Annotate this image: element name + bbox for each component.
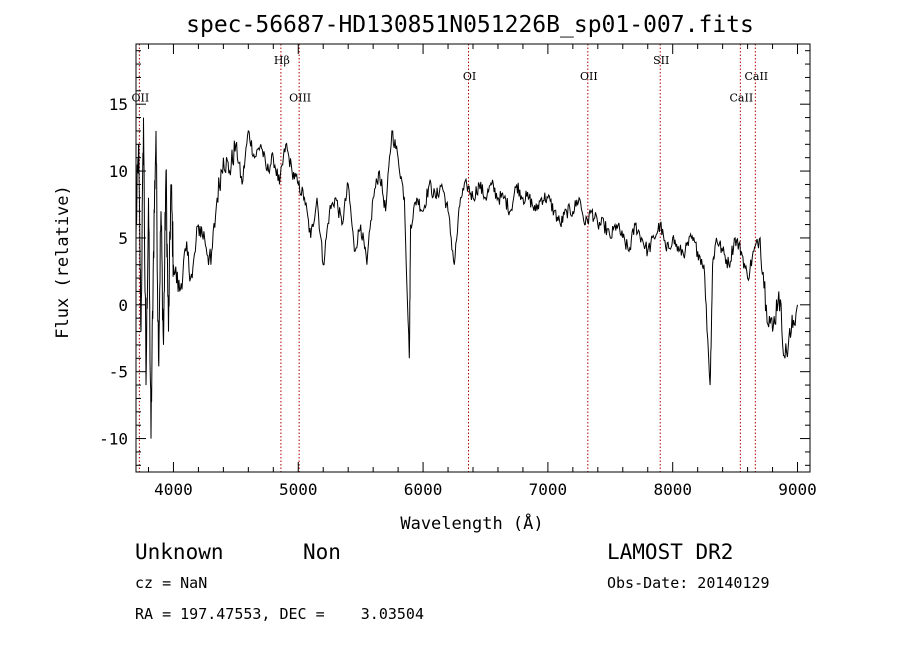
y-tick-label: 0 xyxy=(118,296,128,315)
spectrum-line xyxy=(135,117,798,439)
chart-title: spec-56687-HD130851N051226B_sp01-007.fit… xyxy=(186,12,754,38)
plot-frame xyxy=(135,43,811,473)
coordinates-label: RA = 197.47553, DEC = 3.03504 xyxy=(135,605,424,623)
x-tick-label: 8000 xyxy=(653,480,692,499)
marker-label: OI xyxy=(463,70,476,83)
y-tick-label: -5 xyxy=(109,363,128,382)
axis-ticks: 4000 5000 6000 7000 8000 9000 -10 -5 0 5 10 15 xyxy=(99,44,817,499)
y-tick-label: 15 xyxy=(109,95,128,114)
y-axis-label: Flux (relative) xyxy=(53,185,73,339)
x-tick-label: 7000 xyxy=(529,480,568,499)
marker-label: CaII xyxy=(744,70,768,83)
y-tick-label: -10 xyxy=(99,430,128,449)
marker-label: OII xyxy=(580,70,598,83)
x-tick-label: 9000 xyxy=(778,480,817,499)
x-tick-label: 5000 xyxy=(279,480,318,499)
x-tick-label: 4000 xyxy=(154,480,193,499)
x-axis-label: Wavelength (Å) xyxy=(400,512,543,534)
line-marker-labels: OII Hβ OIII OI OII SII CaII CaII xyxy=(132,54,769,104)
marker-label: OII xyxy=(132,92,150,105)
marker-label: CaII xyxy=(730,92,754,105)
x-tick-label: 6000 xyxy=(404,480,443,499)
subclass-label: Non xyxy=(303,540,341,564)
marker-label: SII xyxy=(653,54,669,67)
y-tick-label: 10 xyxy=(109,162,128,181)
obs-date-label: Obs-Date: 20140129 xyxy=(607,574,770,592)
marker-label: Hβ xyxy=(274,54,290,67)
redshift-label: cz = NaN xyxy=(135,574,207,592)
marker-label: OIII xyxy=(289,92,311,105)
class-label: Unknown xyxy=(135,540,224,564)
spectrum-series xyxy=(135,117,798,439)
line-marker-group xyxy=(138,44,756,472)
survey-label: LAMOST DR2 xyxy=(607,540,733,564)
y-tick-label: 5 xyxy=(118,229,128,248)
